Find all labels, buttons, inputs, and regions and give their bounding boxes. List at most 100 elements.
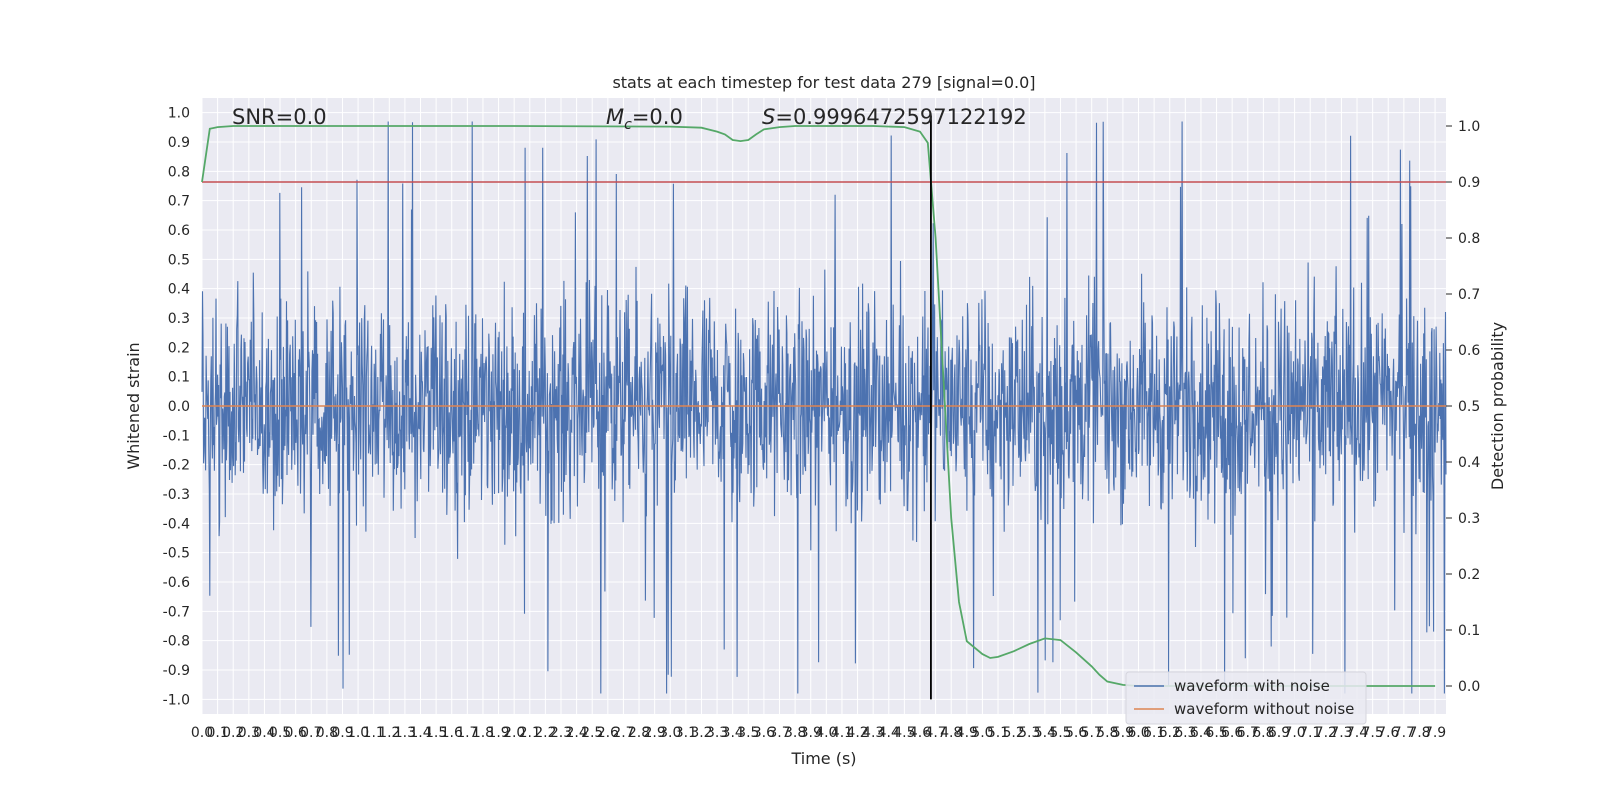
y2-tick-label: 0.2	[1458, 567, 1480, 583]
x-tick-label: 7.2	[1315, 725, 1337, 741]
x-tick-label: 5.0	[971, 725, 993, 741]
x-tick-label: 5.8	[1096, 725, 1118, 741]
x-tick-label: 6.8	[1252, 725, 1274, 741]
x-tick-label: 1.9	[487, 725, 509, 741]
y-tick-label: -0.5	[163, 546, 190, 562]
x-tick-label: 5.7	[1081, 725, 1103, 741]
x-tick-label: 3.0	[659, 725, 681, 741]
x-tick-label: 4.8	[940, 725, 962, 741]
y-axis-ticks: 1.0 0.9 0.8 0.7 0.6 0.5 0.4 0.3 0.2 0.1 0.0 -0.1 -0.…	[163, 106, 190, 709]
x-tick-label: 1.4	[409, 725, 431, 741]
x-tick-label: 3.4	[722, 725, 744, 741]
x-tick-label: 7.3	[1330, 725, 1352, 741]
y2-tick-label: 0.8	[1458, 231, 1480, 247]
y-tick-label: 0.6	[168, 223, 190, 239]
x-tick-label: 5.9	[1112, 725, 1134, 741]
x-tick-label: 0.1	[206, 725, 228, 741]
plot-content	[201, 115, 1447, 700]
series-detection-probability	[201, 125, 1436, 687]
x-tick-label: 7.1	[1299, 725, 1321, 741]
x-tick-label: 2.2	[534, 725, 556, 741]
x-tick-label: 6.2	[1159, 725, 1181, 741]
x-tick-label: 0.2	[222, 725, 244, 741]
x-tick-label: 3.1	[675, 725, 697, 741]
x-tick-label: 0.0	[191, 725, 213, 741]
x-tick-label: 5.1	[987, 725, 1009, 741]
x-tick-label: 7.5	[1362, 725, 1384, 741]
y-tick-label: 1.0	[168, 106, 190, 122]
x-tick-label: 0.7	[300, 725, 322, 741]
x-tick-label: 2.9	[644, 725, 666, 741]
y2-tick-label: 0.4	[1458, 455, 1480, 471]
x-tick-label: 1.3	[394, 725, 416, 741]
x-tick-label: 0.6	[285, 725, 307, 741]
x-tick-label: 3.8	[784, 725, 806, 741]
score-annotation: S=0.9996472597122192	[762, 105, 1027, 129]
y2-tick-label: 0.7	[1458, 287, 1480, 303]
y2-tick-label: 1.0	[1458, 119, 1480, 135]
y-tick-label: 0.1	[168, 370, 190, 386]
x-tick-label: 1.1	[363, 725, 385, 741]
legend-label-clean: waveform without noise	[1174, 700, 1354, 718]
score-symbol: S	[762, 105, 775, 129]
x-tick-label: 0.4	[253, 725, 275, 741]
chirp-mass-annotation: Mc=0.0	[606, 105, 683, 133]
chart-title: stats at each timestep for test data 279…	[612, 73, 1035, 92]
x-tick-label: 6.6	[1221, 725, 1243, 741]
x-tick-label: 5.4	[1034, 725, 1056, 741]
x-tick-label: 7.8	[1408, 725, 1430, 741]
x-tick-label: 6.4	[1190, 725, 1212, 741]
score-value: =0.9996472597122192	[775, 105, 1026, 129]
x-tick-label: 0.9	[331, 725, 353, 741]
x-tick-label: 3.6	[753, 725, 775, 741]
x-tick-label: 2.3	[550, 725, 572, 741]
y2-tick-label: 0.6	[1458, 343, 1480, 359]
x-tick-label: 5.5	[1049, 725, 1071, 741]
x-tick-label: 4.6	[909, 725, 931, 741]
legend-label-noise: waveform with noise	[1174, 677, 1330, 695]
y-tick-label: 0.8	[168, 164, 190, 180]
x-tick-label: 4.4	[878, 725, 900, 741]
x-tick-label: 2.0	[503, 725, 525, 741]
chirp-mass-subscript: c	[624, 117, 632, 133]
x-tick-label: 4.1	[831, 725, 853, 741]
x-tick-label: 4.3	[862, 725, 884, 741]
y2-axis-label: Detection probability	[1488, 322, 1507, 490]
x-tick-label: 3.7	[768, 725, 790, 741]
x-tick-label: 2.6	[597, 725, 619, 741]
legend: waveform with noise waveform without noi…	[1125, 671, 1367, 725]
x-tick-label: 7.6	[1377, 725, 1399, 741]
y-tick-label: 0.5	[168, 252, 190, 268]
x-tick-label: 7.4	[1346, 725, 1368, 741]
x-tick-label: 4.9	[956, 725, 978, 741]
y-tick-label: -0.8	[163, 634, 190, 650]
y-tick-label: -0.3	[163, 487, 190, 503]
y-tick-label: -1.0	[163, 692, 190, 708]
x-tick-label: 0.5	[269, 725, 291, 741]
x-tick-label: 4.2	[846, 725, 868, 741]
x-tick-label: 3.2	[690, 725, 712, 741]
x-tick-label: 2.1	[519, 725, 541, 741]
y2-tick-label: 0.5	[1458, 399, 1480, 415]
y2-tick-label: 0.9	[1458, 175, 1480, 191]
x-tick-label: 1.6	[441, 725, 463, 741]
x-tick-label: 1.8	[472, 725, 494, 741]
x-tick-label: 2.5	[581, 725, 603, 741]
y-tick-label: 0.9	[168, 135, 190, 151]
x-tick-label: 1.7	[456, 725, 478, 741]
y-tick-label: 0.3	[168, 311, 190, 327]
x-tick-label: 0.8	[316, 725, 338, 741]
chirp-mass-value: =0.0	[632, 105, 683, 129]
legend-box	[1125, 671, 1367, 725]
x-tick-label: 6.3	[1174, 725, 1196, 741]
y-tick-label: 0.0	[168, 399, 190, 415]
x-tick-label: 6.1	[1143, 725, 1165, 741]
y2-tick-label: 0.1	[1458, 623, 1480, 639]
x-tick-label: 5.3	[1018, 725, 1040, 741]
x-tick-label: 3.5	[737, 725, 759, 741]
snr-annotation: SNR=0.0	[232, 105, 327, 129]
y-tick-label: 0.2	[168, 340, 190, 356]
x-tick-label: 4.7	[924, 725, 946, 741]
y-tick-label: -0.7	[163, 604, 190, 620]
